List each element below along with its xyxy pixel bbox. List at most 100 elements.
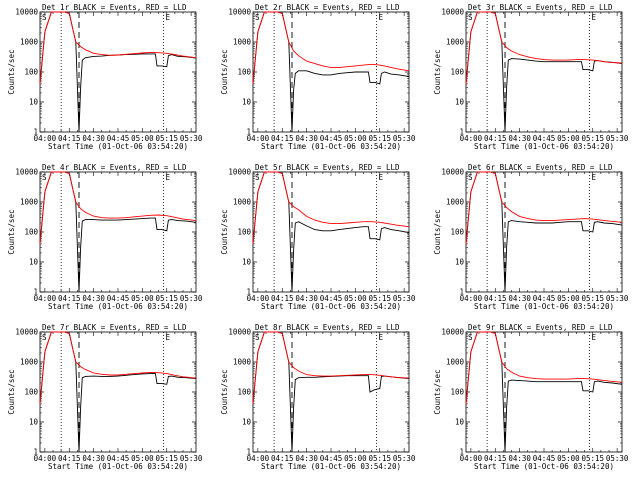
x-tick-label: 04:00 — [460, 454, 483, 463]
x-tick-label: 04:30 — [508, 294, 531, 303]
x-tick-label: 04:00 — [460, 294, 483, 303]
panel-title: Det 1r BLACK = Events, RED = LLD — [42, 3, 187, 12]
y-tick-label: 10000 — [15, 8, 38, 17]
x-tick-label: 05:15 — [155, 454, 178, 463]
y-tick-label: 100 — [237, 68, 251, 77]
detector-panel-1: Det 1r BLACK = Events, RED = LLD 1 10 100 10… — [7, 3, 203, 151]
lld-series-line — [39, 11, 197, 84]
end-corner-mark: E — [379, 173, 384, 182]
plot-frame — [39, 171, 197, 293]
x-tick-label: 04:00 — [34, 294, 57, 303]
end-corner-mark: E — [166, 173, 171, 182]
plot-frame — [39, 331, 197, 453]
y-tick-label: 1000 — [233, 198, 252, 207]
events-series-line — [252, 11, 410, 133]
lld-series-line — [39, 171, 197, 244]
y-tick-label: 10 — [29, 258, 39, 267]
y-tick-label: 100 — [450, 388, 464, 397]
start-corner-mark: S — [42, 333, 47, 342]
end-corner-mark: E — [592, 13, 597, 22]
end-corner-mark: E — [379, 13, 384, 22]
plot-frame — [465, 331, 623, 453]
detector-panel-6: Det 6r BLACK = Events, RED = LLD 1 10 100 10… — [433, 163, 629, 311]
x-tick-label: 04:15 — [58, 134, 81, 143]
y-axis-label: Counts/sec — [433, 209, 442, 254]
x-axis-label: Start Time (01-Oct-06 03:54:20) — [474, 462, 614, 471]
y-tick-label: 100 — [24, 388, 38, 397]
detector-panel-5: Det 5r BLACK = Events, RED = LLD 1 10 100 10… — [220, 163, 416, 311]
x-tick-label: 05:15 — [368, 294, 391, 303]
plot-frame — [465, 11, 623, 133]
x-tick-label: 04:00 — [247, 134, 270, 143]
x-tick-label: 04:45 — [107, 134, 130, 143]
start-corner-mark: S — [468, 173, 473, 182]
x-tick-label: 05:15 — [368, 134, 391, 143]
x-tick-label: 05:00 — [557, 294, 580, 303]
lld-series-line — [39, 331, 197, 404]
x-tick-label: 04:45 — [533, 294, 556, 303]
y-axis-label: Counts/sec — [220, 209, 229, 254]
x-tick-label: 05:15 — [581, 454, 604, 463]
x-tick-label: 04:00 — [247, 454, 270, 463]
start-corner-mark: S — [42, 173, 47, 182]
y-tick-label: 100 — [24, 68, 38, 77]
events-series-line — [39, 171, 197, 293]
detector-panel-9: Det 9r BLACK = Events, RED = LLD 1 10 100 10… — [433, 323, 629, 471]
x-tick-label: 04:45 — [107, 294, 130, 303]
x-axis-label: Start Time (01-Oct-06 03:54:20) — [474, 142, 614, 151]
end-corner-mark: E — [592, 333, 597, 342]
events-series-line — [465, 171, 623, 293]
x-tick-label: 04:45 — [533, 134, 556, 143]
x-tick-label: 04:45 — [320, 454, 343, 463]
x-axis-label: Start Time (01-Oct-06 03:54:20) — [48, 142, 188, 151]
lld-series-line — [252, 331, 410, 404]
y-tick-label: 1000 — [20, 38, 39, 47]
x-tick-label: 05:15 — [155, 294, 178, 303]
plot-frame — [465, 171, 623, 293]
y-tick-label: 1000 — [233, 358, 252, 367]
x-tick-label: 05:30 — [180, 294, 203, 303]
y-axis-label: Counts/sec — [7, 209, 16, 254]
x-tick-label: 05:15 — [368, 454, 391, 463]
detector-panel-8: Det 8r BLACK = Events, RED = LLD 1 10 100 10… — [220, 323, 416, 471]
x-tick-label: 04:45 — [320, 134, 343, 143]
y-tick-label: 10 — [242, 258, 252, 267]
x-tick-label: 05:30 — [393, 134, 416, 143]
x-tick-label: 04:15 — [58, 454, 81, 463]
x-tick-label: 04:30 — [82, 134, 105, 143]
y-tick-label: 1000 — [446, 358, 465, 367]
x-tick-label: 05:00 — [557, 454, 580, 463]
y-tick-label: 10 — [29, 418, 39, 427]
y-tick-label: 1 — [33, 128, 38, 137]
y-tick-label: 10 — [242, 418, 252, 427]
x-tick-label: 04:00 — [460, 134, 483, 143]
start-corner-mark: S — [42, 13, 47, 22]
end-corner-mark: E — [379, 333, 384, 342]
x-tick-label: 04:45 — [533, 454, 556, 463]
y-tick-label: 1000 — [233, 38, 252, 47]
panel-title: Det 9r BLACK = Events, RED = LLD — [468, 323, 613, 332]
y-tick-label: 10000 — [441, 328, 464, 337]
x-tick-label: 05:15 — [581, 294, 604, 303]
y-tick-label: 1 — [246, 128, 251, 137]
y-tick-label: 1 — [459, 448, 464, 457]
y-tick-label: 10000 — [441, 168, 464, 177]
panel-title: Det 2r BLACK = Events, RED = LLD — [255, 3, 400, 12]
start-corner-mark: S — [468, 333, 473, 342]
y-tick-label: 100 — [237, 228, 251, 237]
y-tick-label: 100 — [450, 68, 464, 77]
start-corner-mark: S — [255, 333, 260, 342]
y-tick-label: 10 — [29, 98, 39, 107]
panel-title: Det 5r BLACK = Events, RED = LLD — [255, 163, 400, 172]
y-tick-label: 1 — [246, 288, 251, 297]
x-tick-label: 05:30 — [180, 454, 203, 463]
x-axis-label: Start Time (01-Oct-06 03:54:20) — [261, 302, 401, 311]
y-axis-label: Counts/sec — [7, 369, 16, 414]
start-corner-mark: S — [255, 173, 260, 182]
x-tick-label: 04:30 — [295, 294, 318, 303]
y-tick-label: 10 — [455, 258, 465, 267]
lld-series-line — [465, 171, 623, 244]
detector-panel-3: Det 3r BLACK = Events, RED = LLD 1 10 100 10… — [433, 3, 629, 151]
x-tick-label: 05:00 — [131, 294, 154, 303]
